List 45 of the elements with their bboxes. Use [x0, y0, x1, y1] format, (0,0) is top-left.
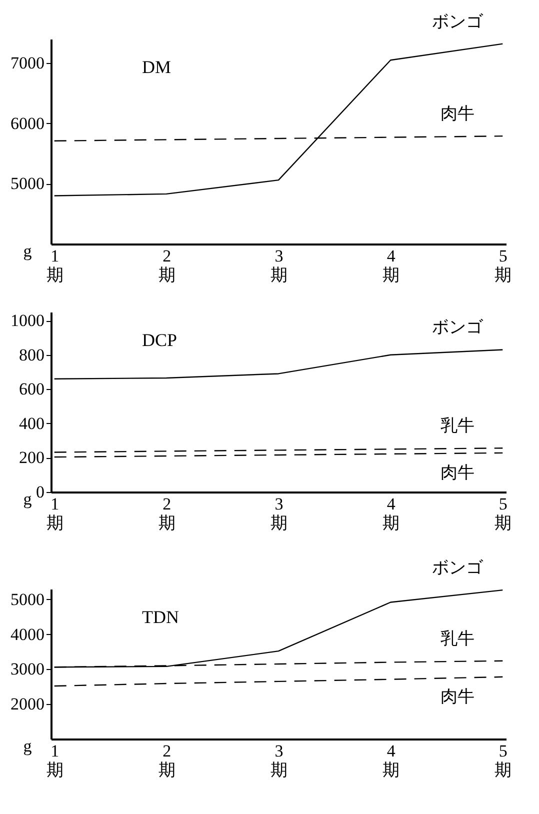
line-series [54, 349, 504, 380]
x-tick-label: 2 期 [158, 494, 176, 532]
y-tick-label: 200 [19, 448, 44, 468]
y-axis-title: g [23, 242, 32, 260]
x-tick-label: 3 期 [270, 246, 288, 284]
x-tick-label: 4 期 [382, 742, 400, 780]
series-label: ボンゴ [432, 558, 484, 578]
y-tick-label: 5000 [10, 174, 44, 194]
x-tick-label: 4 期 [382, 494, 400, 532]
series-label: ボンゴ [432, 318, 484, 337]
x-tick-label: 4 期 [382, 246, 400, 284]
x-tick-label: 5 期 [494, 246, 512, 284]
y-tick-label: 400 [19, 414, 44, 433]
text: DCP [142, 330, 178, 350]
series-label: ボンゴ [432, 12, 484, 31]
y-tick-label: 5000 [10, 590, 44, 609]
x-tick-label: 3 期 [270, 494, 288, 532]
x-tick-label: 5 期 [494, 742, 512, 780]
series-label: 乳牛 [440, 628, 475, 648]
series-label: 乳牛 [440, 416, 475, 436]
y-axis-title: g [23, 490, 32, 508]
series-label: 肉牛 [440, 462, 475, 482]
y-tick-label: 1000 [10, 311, 44, 330]
x-tick-label: 1 期 [46, 742, 64, 780]
y-axis-title: g [23, 736, 32, 756]
y-tick-label: 2000 [10, 694, 44, 714]
y-tick-label: 6000 [10, 114, 44, 133]
x-tick-label: 1 期 [46, 246, 64, 284]
text: TDN [142, 607, 179, 627]
x-tick-label: 2 期 [158, 742, 176, 780]
y-tick-label: 4000 [10, 624, 44, 644]
y-tick-label: 600 [19, 380, 44, 399]
x-tick-label: 2 期 [158, 246, 176, 284]
x-tick-label: 1 期 [46, 494, 64, 532]
line-series [54, 43, 504, 196]
y-tick-label: 0 [36, 482, 44, 502]
y-tick-label: 3000 [10, 660, 44, 679]
line-series [54, 676, 504, 687]
x-tick-label: 5 期 [494, 494, 512, 532]
y-tick-label: 800 [19, 345, 44, 364]
text: DM [142, 57, 172, 77]
x-tick-label: 3 期 [270, 742, 288, 780]
series-label: 肉牛 [440, 686, 475, 706]
y-tick-label: 7000 [10, 54, 44, 73]
series-label: 肉牛 [440, 104, 475, 124]
